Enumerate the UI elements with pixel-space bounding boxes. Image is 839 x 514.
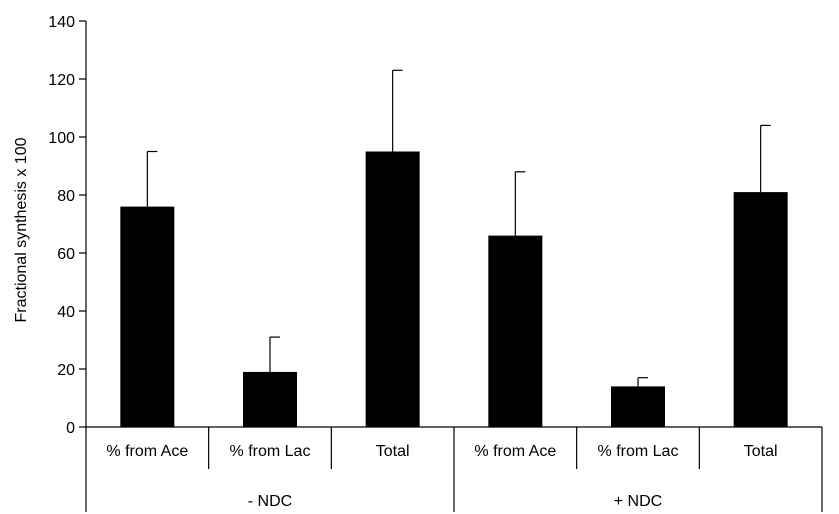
y-tick-label: 40 xyxy=(57,304,75,321)
y-axis-label: Fractional synthesis x 100 xyxy=(13,137,30,322)
x-tick-label: % from Lac xyxy=(230,443,311,460)
y-tick-label: 80 xyxy=(57,188,75,205)
y-tick-label: 60 xyxy=(57,246,75,263)
bar xyxy=(488,235,543,427)
bar xyxy=(733,192,788,427)
y-axis: 0 20 40 60 80 100 120 140 xyxy=(48,14,87,437)
y-tick-label: 140 xyxy=(48,14,75,31)
x-tick-label: Total xyxy=(744,443,778,460)
x-tick-label: % from Ace xyxy=(474,443,556,460)
bar xyxy=(611,386,665,427)
bars xyxy=(120,69,788,427)
x-tick-label: % from Lac xyxy=(598,443,679,460)
x-tick-label: Total xyxy=(376,443,410,460)
y-tick-label: 120 xyxy=(48,72,75,89)
y-tick-label: 0 xyxy=(66,420,75,437)
y-tick-label: 20 xyxy=(57,362,75,379)
y-tick-label: 100 xyxy=(48,130,75,147)
bar xyxy=(365,151,420,427)
group-label: - NDC xyxy=(248,493,292,510)
group-label: + NDC xyxy=(614,493,662,510)
x-tick-label: % from Ace xyxy=(106,443,188,460)
bar xyxy=(120,206,175,427)
bar xyxy=(243,371,297,427)
x-axis: % from Ace % from Lac Total % from Ace % fro… xyxy=(85,426,823,512)
